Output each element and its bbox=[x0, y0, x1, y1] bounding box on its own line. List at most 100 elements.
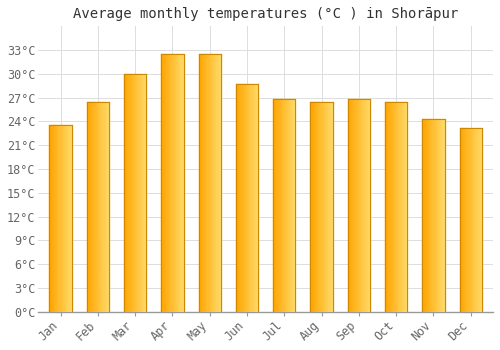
Bar bbox=[208, 54, 210, 312]
Bar bbox=[178, 54, 179, 312]
Bar bbox=[428, 119, 429, 312]
Bar bbox=[237, 84, 238, 312]
Bar bbox=[140, 74, 142, 312]
Bar bbox=[144, 74, 145, 312]
Bar bbox=[393, 102, 394, 312]
Bar bbox=[102, 102, 104, 312]
Bar bbox=[205, 54, 206, 312]
Bar bbox=[180, 54, 182, 312]
Bar bbox=[281, 99, 282, 312]
Bar bbox=[322, 102, 324, 312]
Bar bbox=[348, 99, 349, 312]
Bar bbox=[330, 102, 332, 312]
Bar bbox=[136, 74, 138, 312]
Bar bbox=[172, 54, 174, 312]
Bar bbox=[286, 99, 288, 312]
Bar bbox=[395, 102, 396, 312]
Bar bbox=[387, 102, 388, 312]
Bar bbox=[201, 54, 202, 312]
Bar bbox=[203, 54, 204, 312]
Bar bbox=[57, 125, 58, 312]
Bar bbox=[351, 99, 352, 312]
Bar bbox=[314, 102, 315, 312]
Bar bbox=[162, 54, 164, 312]
Bar bbox=[364, 99, 366, 312]
Bar bbox=[290, 99, 291, 312]
Bar bbox=[50, 125, 51, 312]
Bar bbox=[478, 128, 480, 312]
Bar bbox=[70, 125, 72, 312]
Bar bbox=[236, 84, 237, 312]
Bar bbox=[97, 102, 98, 312]
Bar bbox=[481, 128, 482, 312]
Bar bbox=[430, 119, 431, 312]
Bar bbox=[310, 102, 312, 312]
Bar bbox=[252, 84, 254, 312]
Bar bbox=[368, 99, 369, 312]
Bar bbox=[354, 99, 356, 312]
Bar bbox=[325, 102, 326, 312]
Bar bbox=[434, 119, 436, 312]
Bar bbox=[218, 54, 220, 312]
Bar bbox=[284, 99, 286, 312]
Bar bbox=[170, 54, 172, 312]
Bar bbox=[276, 99, 278, 312]
Bar bbox=[350, 99, 351, 312]
Bar bbox=[98, 102, 99, 312]
Bar bbox=[124, 74, 125, 312]
Bar bbox=[473, 128, 474, 312]
Bar bbox=[94, 102, 96, 312]
Bar bbox=[392, 102, 393, 312]
Bar bbox=[361, 99, 362, 312]
Bar bbox=[398, 102, 400, 312]
Bar bbox=[250, 84, 252, 312]
Bar bbox=[437, 119, 438, 312]
Bar bbox=[360, 99, 361, 312]
Bar bbox=[460, 128, 462, 312]
Bar bbox=[288, 99, 289, 312]
Bar bbox=[182, 54, 184, 312]
Bar bbox=[362, 99, 364, 312]
Bar bbox=[390, 102, 392, 312]
Bar bbox=[294, 99, 296, 312]
Bar bbox=[128, 74, 130, 312]
Bar bbox=[101, 102, 102, 312]
Bar bbox=[424, 119, 426, 312]
Bar bbox=[320, 102, 322, 312]
Bar bbox=[359, 99, 360, 312]
Bar bbox=[440, 119, 441, 312]
Bar bbox=[238, 84, 239, 312]
Bar bbox=[64, 125, 65, 312]
Bar bbox=[63, 125, 64, 312]
Bar bbox=[470, 128, 472, 312]
Bar bbox=[358, 99, 359, 312]
Bar bbox=[212, 54, 213, 312]
Bar bbox=[324, 102, 325, 312]
Bar bbox=[65, 125, 66, 312]
Bar bbox=[315, 102, 316, 312]
Bar bbox=[220, 54, 221, 312]
Bar bbox=[280, 99, 281, 312]
Bar bbox=[143, 74, 144, 312]
Bar bbox=[256, 84, 257, 312]
Bar bbox=[316, 102, 317, 312]
Bar bbox=[99, 102, 100, 312]
Bar bbox=[107, 102, 108, 312]
Bar bbox=[142, 74, 143, 312]
Bar bbox=[132, 74, 133, 312]
Bar bbox=[247, 84, 248, 312]
Bar bbox=[204, 54, 205, 312]
Bar bbox=[386, 102, 387, 312]
Bar bbox=[472, 128, 473, 312]
Bar bbox=[168, 54, 169, 312]
Bar bbox=[404, 102, 405, 312]
Bar bbox=[356, 99, 358, 312]
Bar bbox=[54, 125, 55, 312]
Bar bbox=[318, 102, 320, 312]
Bar bbox=[476, 128, 478, 312]
Bar bbox=[352, 99, 354, 312]
Bar bbox=[174, 54, 176, 312]
Bar bbox=[100, 102, 101, 312]
Bar bbox=[466, 128, 468, 312]
Bar bbox=[257, 84, 258, 312]
